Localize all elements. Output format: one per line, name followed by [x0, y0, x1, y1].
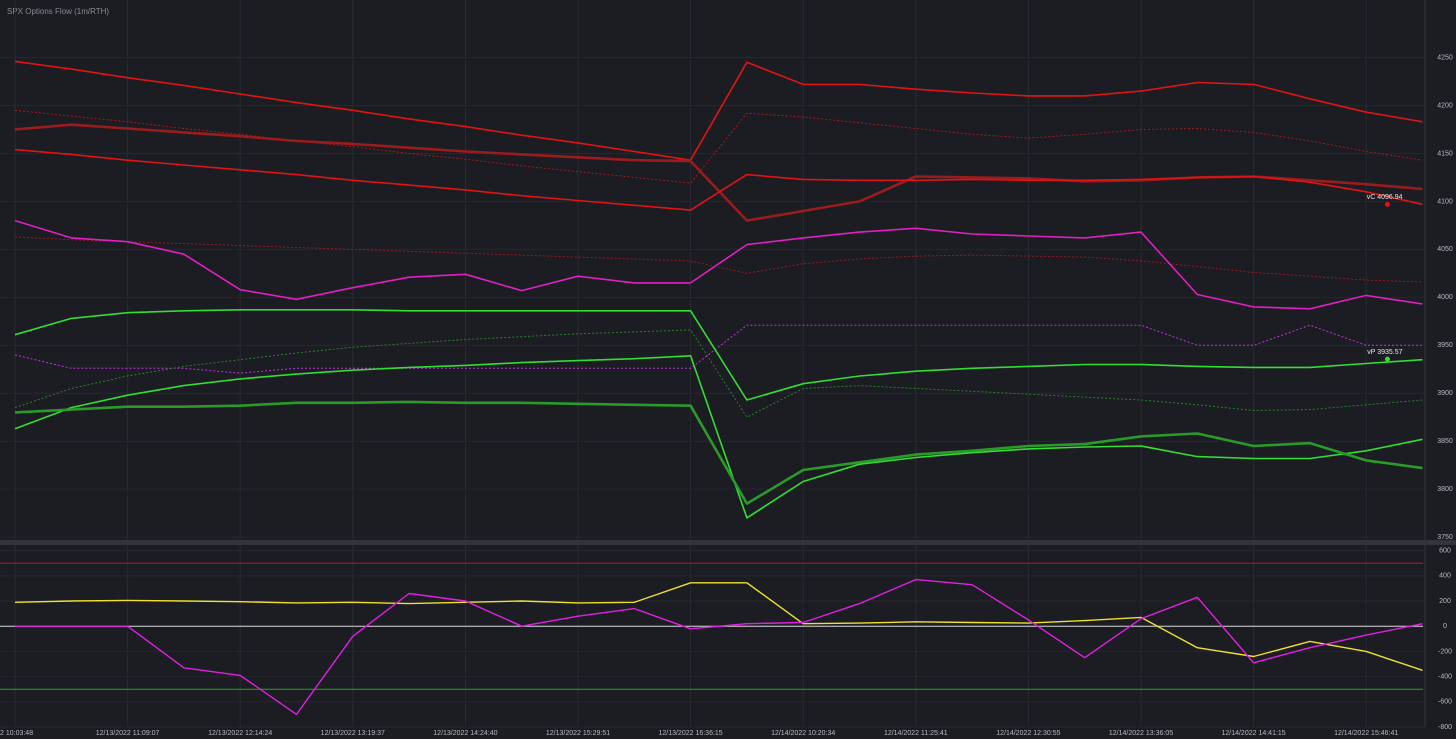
series-line [14, 400, 1423, 505]
x-tick-label: 12/13/2022 14:24:40 [433, 730, 497, 737]
series-line [14, 324, 1423, 374]
y-tick-label: 3750 [1437, 534, 1453, 541]
x-tick-label: 12/14/2022 13:36:05 [1109, 730, 1173, 737]
series-line [14, 219, 1423, 310]
y-tick-label: 400 [1439, 573, 1451, 580]
y-tick-label: 3900 [1437, 390, 1453, 397]
x-tick-label: 12/13/2022 13:19:37 [321, 730, 385, 737]
series-line [15, 578, 1423, 716]
y-tick-label: 3850 [1437, 438, 1453, 445]
y-tick-label: 3950 [1437, 342, 1453, 349]
y-tick-label: 4250 [1437, 54, 1453, 61]
annotation-label: vP 3935.57 [1367, 349, 1402, 356]
annotation-label: vC 4096.94 [1367, 194, 1403, 201]
x-tick-label: 12/13/2022 15:29:51 [546, 730, 610, 737]
x-tick-label: 12/14/2022 12:30:55 [996, 730, 1060, 737]
x-tick-label: 12/14/2022 10:20:34 [771, 730, 835, 737]
y-tick-label: 4050 [1437, 246, 1453, 253]
series-line [14, 60, 1423, 161]
chart-title: SPX Options Flow (1m/RTH) [7, 7, 109, 16]
y-tick-label: 4200 [1437, 102, 1453, 109]
series-line [14, 109, 1423, 184]
x-tick-label: 12/13/2022 16:36:15 [658, 730, 722, 737]
series-line [14, 355, 1423, 519]
series-line [14, 329, 1423, 418]
y-tick-label: 4100 [1437, 198, 1453, 205]
annotation-dot [1385, 356, 1390, 362]
y-tick-label: -400 [1438, 673, 1452, 680]
y-tick-label: -800 [1438, 724, 1452, 731]
y-tick-label: -200 [1438, 648, 1452, 655]
series-line [14, 236, 1423, 283]
x-tick-label: 12/14/2022 11:25:41 [884, 730, 948, 737]
series-line [14, 148, 1423, 211]
y-tick-label: 0 [1443, 623, 1447, 630]
series-line [14, 309, 1423, 401]
x-axis-strip [0, 727, 1456, 739]
x-tick-label: 12/14/2022 14:41:15 [1221, 730, 1285, 737]
x-tick-label: 12/13/2022 11:09:07 [96, 730, 160, 737]
x-tick-label: 12/14/2022 15:46:41 [1334, 730, 1398, 737]
y-tick-label: 3800 [1437, 486, 1453, 493]
x-tick-label: 2 10:03:48 [0, 730, 33, 737]
x-tick-label: 12/13/2022 12:14:24 [208, 730, 272, 737]
y-tick-label: 600 [1439, 548, 1451, 555]
annotation-dot [1385, 201, 1390, 207]
y-tick-label: 4150 [1437, 150, 1453, 157]
panel-separator [0, 540, 1456, 545]
y-tick-label: 200 [1439, 598, 1451, 605]
y-tick-label: 4000 [1437, 294, 1453, 301]
series-line [14, 582, 1423, 671]
y-tick-label: -600 [1438, 699, 1452, 706]
